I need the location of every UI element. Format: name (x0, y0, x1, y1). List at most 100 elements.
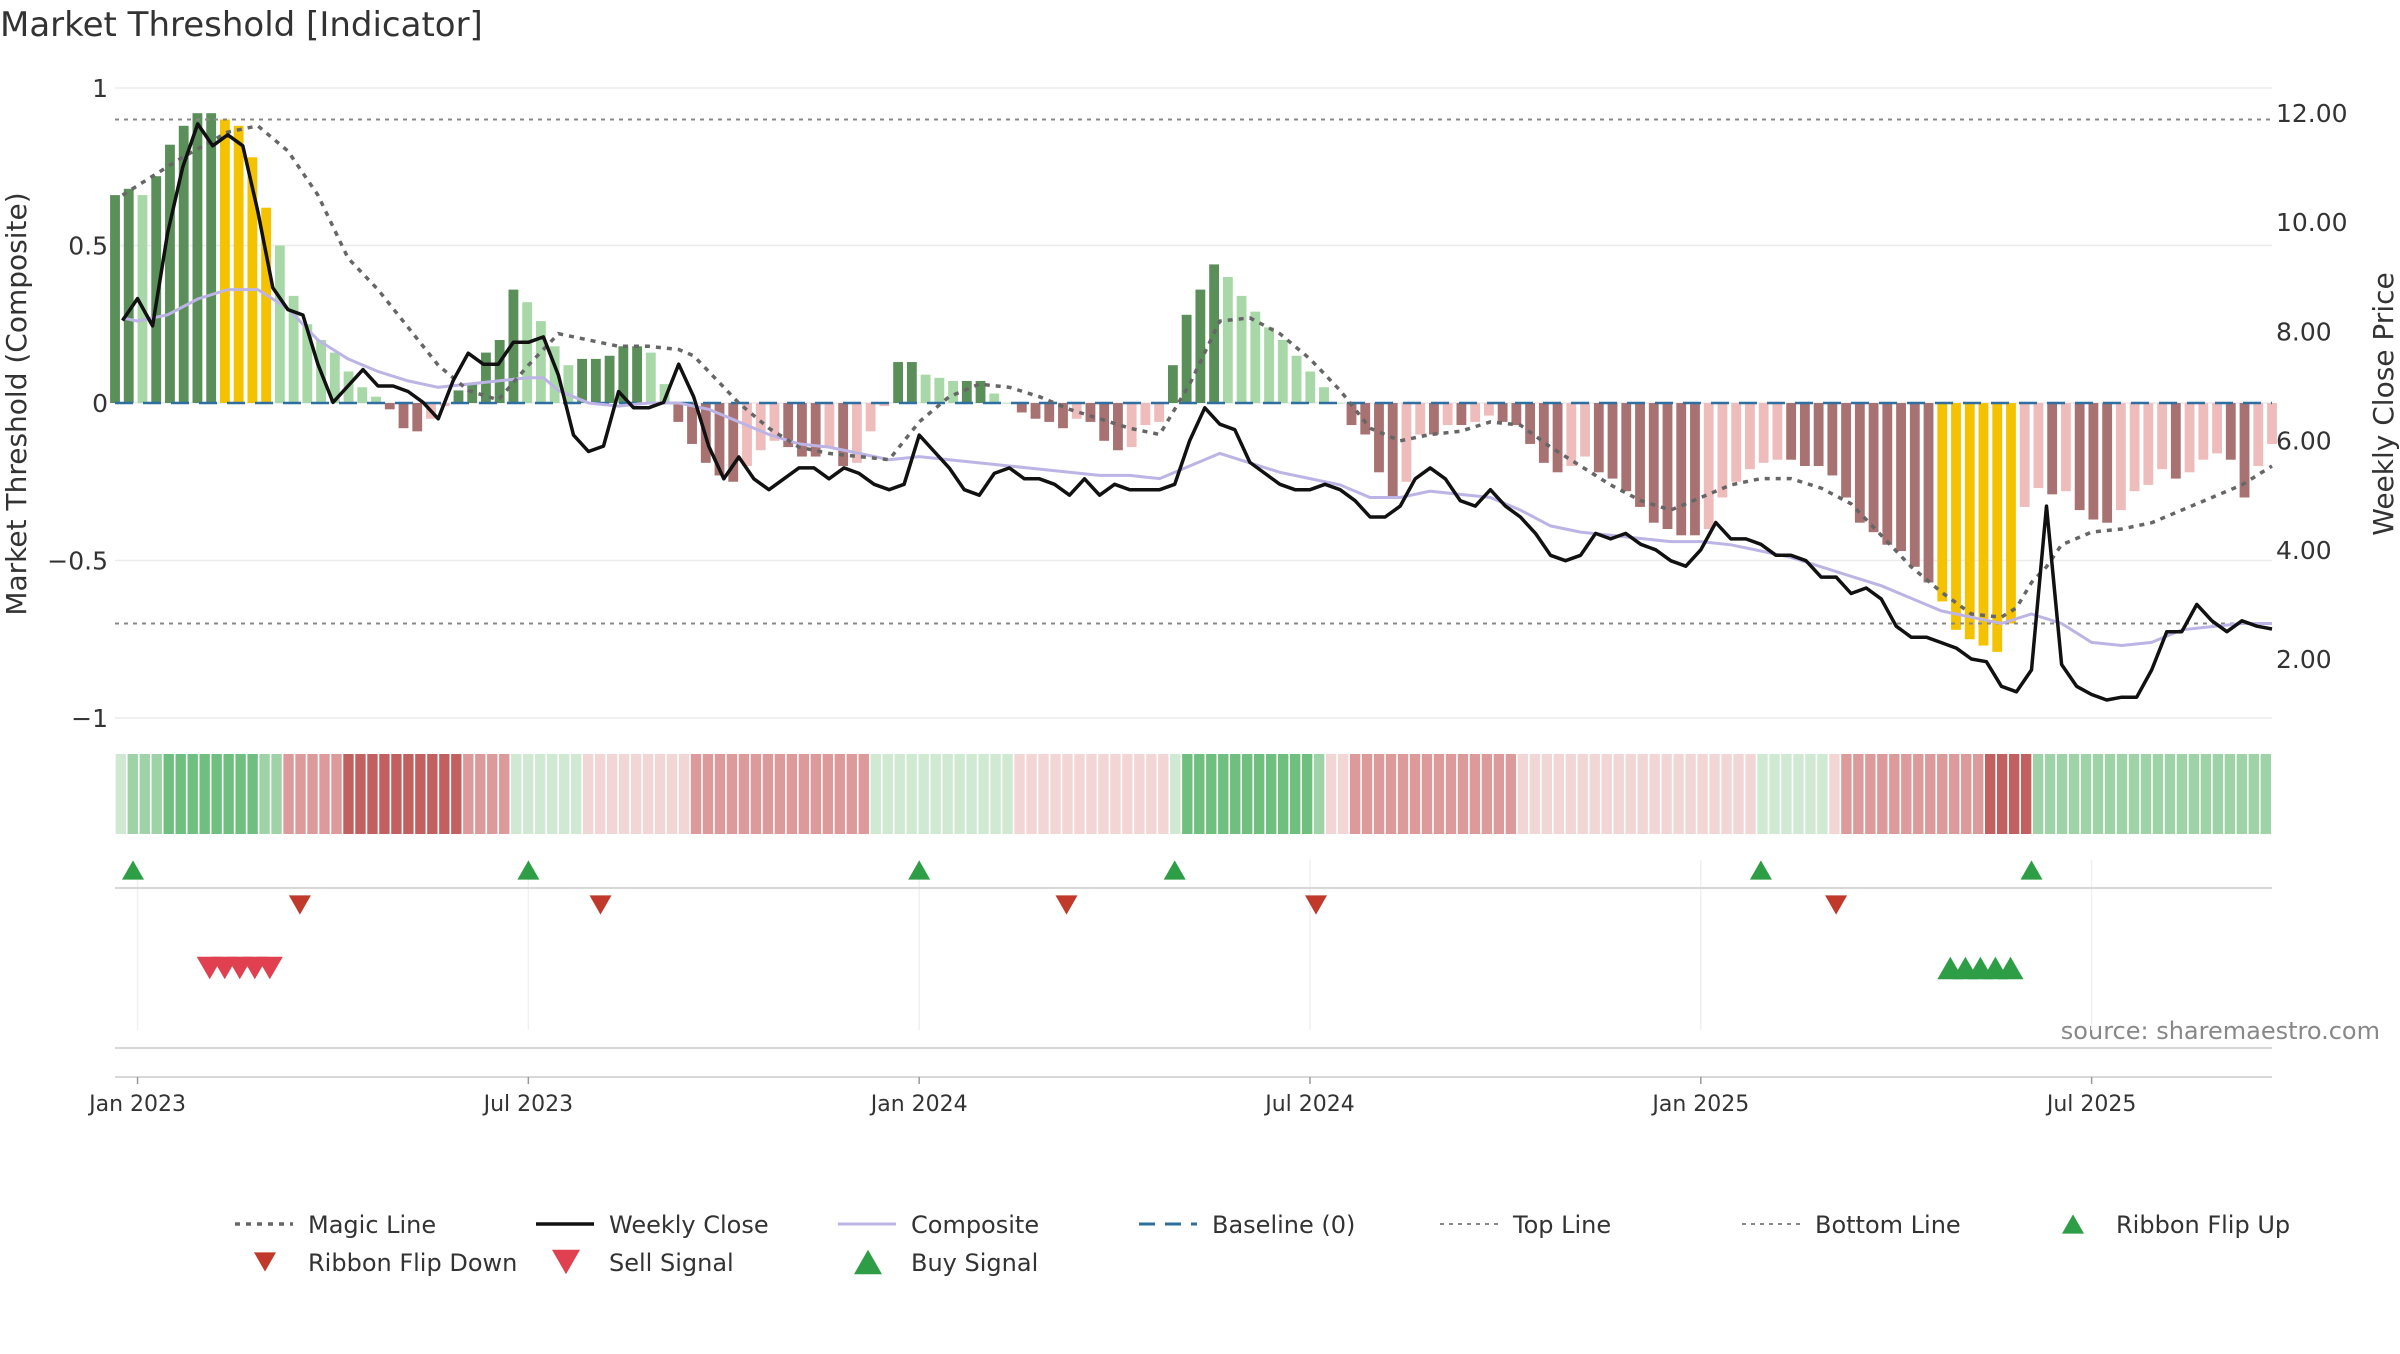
left-tick-label: 0.5 (68, 232, 108, 261)
ribbon-cell (1146, 754, 1157, 834)
ribbon-cell (307, 754, 318, 834)
ribbon-cell (1949, 754, 1960, 834)
ribbon-cell (1325, 754, 1337, 834)
ribbon-cell (2032, 754, 2044, 834)
composite-bar (1951, 403, 1961, 630)
ribbon-flip-down-marker (1825, 895, 1848, 915)
composite-bar (1442, 403, 1453, 426)
ribbon-cell (2020, 754, 2032, 834)
composite-bar (1525, 403, 1536, 444)
composite-bar (481, 352, 491, 403)
composite-bar (1360, 403, 1371, 435)
composite-bar (1538, 403, 1549, 463)
ribbon-cell (786, 754, 798, 834)
ribbon-cell (2152, 754, 2164, 834)
legend-swatch (854, 1249, 882, 1275)
ribbon-cell (1601, 754, 1612, 834)
ribbon-cell (558, 754, 570, 834)
ribbon-cell (870, 754, 881, 834)
ribbon-cell (1445, 754, 1457, 834)
composite-bar (618, 346, 629, 403)
composite-bar (2019, 403, 2030, 507)
ribbon-cell (798, 754, 810, 834)
right-axis-label: Weekly Close Price (2367, 272, 2400, 535)
ribbon-cell (1996, 754, 2008, 834)
composite-bar (2047, 403, 2058, 495)
composite-bar (1181, 314, 1192, 403)
composite-bar (1140, 403, 1151, 426)
composite-bar (673, 403, 684, 422)
ribbon-flip-down-marker (589, 895, 612, 915)
ribbon-cell (175, 754, 186, 834)
ribbon-cell (295, 754, 306, 834)
lines-layer (115, 118, 2273, 980)
composite-bar (2170, 403, 2181, 479)
composite-bar (371, 396, 381, 403)
composite-bar (2102, 403, 2113, 523)
ribbon-cell (1373, 754, 1385, 834)
ribbon-cell (463, 754, 474, 834)
ribbon-cell (1661, 754, 1672, 834)
ribbon-cell (1685, 754, 1696, 834)
composite-bar (110, 195, 120, 403)
ribbon-cell (2092, 754, 2104, 834)
composite-bar (659, 384, 670, 403)
composite-bar (233, 125, 244, 404)
ribbon-cell (906, 754, 917, 834)
ribbon-flip-up-marker (1749, 860, 1772, 880)
composite-bar (261, 207, 272, 403)
ribbon-cell (1277, 754, 1289, 834)
left-tick-label: 1 (92, 74, 108, 103)
ribbon-cell (1313, 754, 1325, 834)
composite-bar (508, 289, 519, 403)
composite-bar (824, 403, 835, 448)
ribbon-cell (367, 754, 378, 834)
composite-bar (2074, 403, 2085, 511)
composite-bar (797, 403, 807, 457)
ribbon-cell (1745, 754, 1756, 834)
ribbon-cell (2068, 754, 2080, 834)
ribbon-cell (1841, 754, 1852, 834)
composite-bar (755, 403, 766, 451)
composite-bar (1071, 403, 1082, 419)
composite-bar (1580, 403, 1590, 457)
ribbon-cell (1385, 754, 1397, 834)
composite-bar (1607, 403, 1618, 479)
composite-bar (1030, 403, 1041, 419)
composite-bar (1003, 403, 1013, 404)
legend-item: Ribbon Flip Down (254, 1249, 517, 1277)
composite-bar (453, 390, 464, 403)
composite-bar (220, 119, 230, 403)
composite-bar (1429, 403, 1439, 435)
ribbon-cell (1397, 754, 1409, 834)
composite-bar (2239, 403, 2250, 498)
composite-bar (687, 403, 697, 444)
ribbon-cell (762, 754, 774, 834)
ribbon-cell (1505, 754, 1517, 834)
composite-bar (728, 403, 739, 482)
ribbon-cell (355, 754, 366, 834)
ribbon-cell (403, 754, 414, 834)
ribbon-cell (1301, 754, 1313, 834)
ribbon-cell (1733, 754, 1744, 834)
composite-bar (1964, 403, 1975, 640)
composite-bar (192, 113, 203, 403)
composite-bar (1483, 403, 1494, 416)
composite-bar (1799, 403, 1810, 466)
ribbon-cell (139, 754, 150, 834)
legend-label: Bottom Line (1815, 1211, 1961, 1239)
ribbon-cell (1613, 754, 1624, 834)
ribbon-cell (1433, 754, 1445, 834)
composite-bar (906, 362, 917, 403)
composite-line (122, 288, 2272, 648)
ribbon-cell (990, 754, 1001, 834)
composite-bar (1236, 295, 1247, 403)
composite-bar (1896, 403, 1906, 552)
composite-bar (247, 157, 258, 403)
legend-item: Composite (838, 1211, 1039, 1239)
composite-bar (1291, 355, 1302, 403)
ribbon-flip-down-marker (1055, 895, 1078, 915)
composite-bar (1016, 403, 1027, 413)
ribbon-cell (1098, 754, 1109, 834)
